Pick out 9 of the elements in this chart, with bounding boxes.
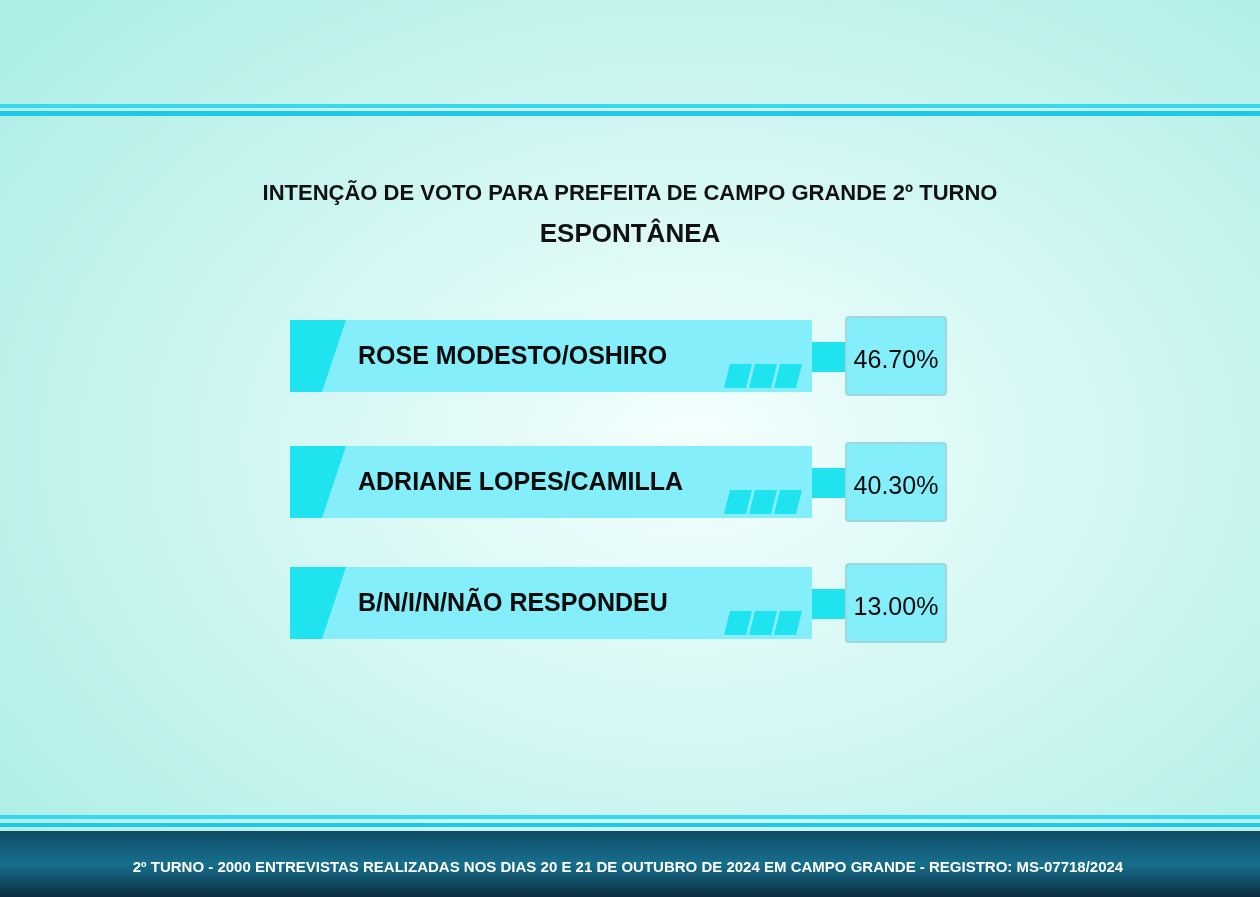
category-label: ROSE MODESTO/OSHIRO xyxy=(358,341,668,369)
text: 2º TURNO - 2000 ENTREVISTAS REALIZADAS NOS DIAS 20 E 21 DE OUTUBRO DE 2024 EM CAMPO GRANDE - REGISTRO: MS-07718/2024 xyxy=(132,858,1124,875)
text: ESPONTÂNEA xyxy=(539,218,721,248)
data-label: 13.00% xyxy=(853,592,939,620)
category-label: B/N/I/N/NÃO RESPONDEU xyxy=(358,587,668,616)
text: INTENÇÃO DE VOTO PARA PREFEITA DE CAMPO GRANDE 2º TURNO xyxy=(262,180,998,205)
category-label: ADRIANE LOPES/CAMILLA xyxy=(358,467,683,495)
data-label: 40.30% xyxy=(853,471,939,499)
data-label: 46.70% xyxy=(853,345,939,373)
